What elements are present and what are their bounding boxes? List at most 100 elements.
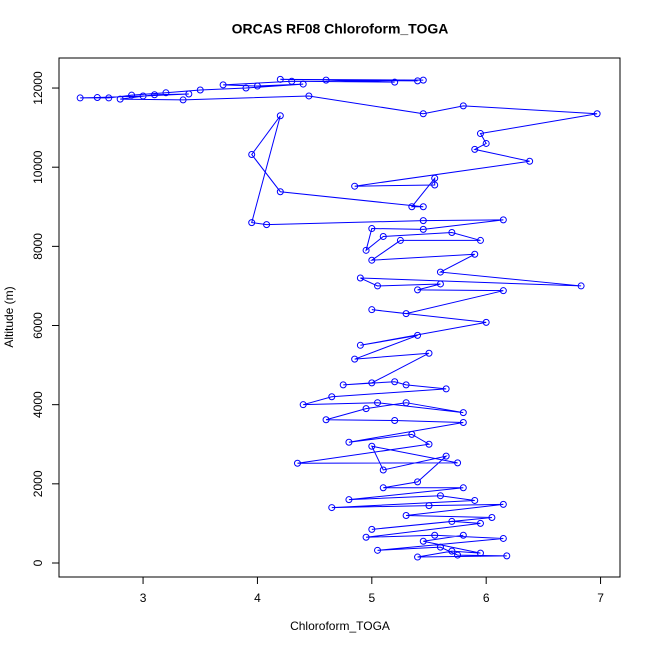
data-point (396, 236, 404, 244)
data-point (128, 91, 136, 99)
data-point (379, 232, 387, 240)
data-point (248, 219, 256, 227)
data-point (476, 519, 484, 527)
data-point (414, 478, 422, 486)
data-point (425, 502, 433, 510)
data-point (322, 416, 330, 424)
x-tick-label: 5 (368, 591, 375, 605)
data-point (151, 91, 159, 99)
data-point (391, 78, 399, 86)
data-point (419, 225, 427, 233)
data-point (436, 543, 444, 551)
data-point (448, 229, 456, 237)
data-point (276, 112, 284, 120)
data-point (391, 378, 399, 386)
data-point (368, 256, 376, 264)
data-point (436, 280, 444, 288)
data-point (276, 188, 284, 196)
data-point (482, 318, 490, 326)
y-tick-label: 10000 (31, 150, 45, 184)
data-point (419, 110, 427, 118)
data-point (402, 511, 410, 519)
data-point (454, 551, 462, 559)
y-tick-label: 8000 (31, 233, 45, 260)
data-point (402, 310, 410, 318)
data-point (414, 77, 422, 85)
data-line (80, 78, 598, 558)
data-point (471, 496, 479, 504)
data-point (374, 546, 382, 554)
data-point (179, 96, 187, 104)
data-point (454, 459, 462, 467)
data-point (526, 157, 534, 165)
data-point (436, 268, 444, 276)
data-point (263, 221, 271, 229)
data-point (488, 513, 496, 521)
data-point (476, 130, 484, 138)
data-point (577, 282, 585, 290)
data-point (328, 504, 336, 512)
data-point (499, 287, 507, 295)
data-point (219, 81, 227, 89)
data-point (379, 484, 387, 492)
data-point (436, 492, 444, 500)
y-tick-label: 12000 (31, 71, 45, 105)
data-point (419, 203, 427, 211)
data-point (351, 182, 359, 190)
data-point (356, 341, 364, 349)
plot-box (58, 57, 621, 578)
data-point (459, 418, 467, 426)
y-tick-label: 4000 (31, 391, 45, 418)
data-point (368, 525, 376, 533)
data-point (431, 181, 439, 189)
data-point (368, 225, 376, 233)
data-point (305, 92, 313, 100)
data-point (476, 236, 484, 244)
data-point (362, 246, 370, 254)
data-point (402, 399, 410, 407)
y-axis-label: Altitude (m) (2, 286, 16, 347)
data-point (503, 552, 511, 560)
data-point (499, 216, 507, 224)
data-point (414, 553, 422, 561)
x-tick-label: 7 (597, 591, 604, 605)
data-point (345, 438, 353, 446)
data-point (356, 274, 364, 282)
data-point (368, 442, 376, 450)
data-point (116, 95, 124, 103)
x-tick-label: 4 (254, 591, 261, 605)
data-point (351, 355, 359, 363)
y-tick-label: 6000 (31, 312, 45, 339)
data-point (368, 379, 376, 387)
data-point (459, 531, 467, 539)
data-point (299, 80, 307, 88)
data-point (459, 409, 467, 417)
data-point (242, 84, 250, 92)
data-point (414, 286, 422, 294)
data-point (402, 381, 410, 389)
data-point (253, 82, 261, 90)
data-point (379, 466, 387, 474)
data-point (408, 430, 416, 438)
data-point (391, 417, 399, 425)
data-point (374, 282, 382, 290)
data-point (276, 75, 284, 83)
data-point (425, 440, 433, 448)
data-point (345, 496, 353, 504)
data-point (322, 76, 330, 84)
data-point (431, 174, 439, 182)
data-point (293, 459, 301, 467)
data-point (442, 385, 450, 393)
data-point (476, 549, 484, 557)
data-point (368, 306, 376, 314)
y-tick-label: 2000 (31, 470, 45, 497)
data-point (362, 405, 370, 413)
data-point (93, 94, 101, 102)
data-point (76, 94, 84, 102)
data-point (185, 90, 193, 98)
chart-title: ORCAS RF08 Chloroform_TOGA (232, 21, 449, 37)
data-point (288, 77, 296, 85)
data-point (471, 250, 479, 258)
